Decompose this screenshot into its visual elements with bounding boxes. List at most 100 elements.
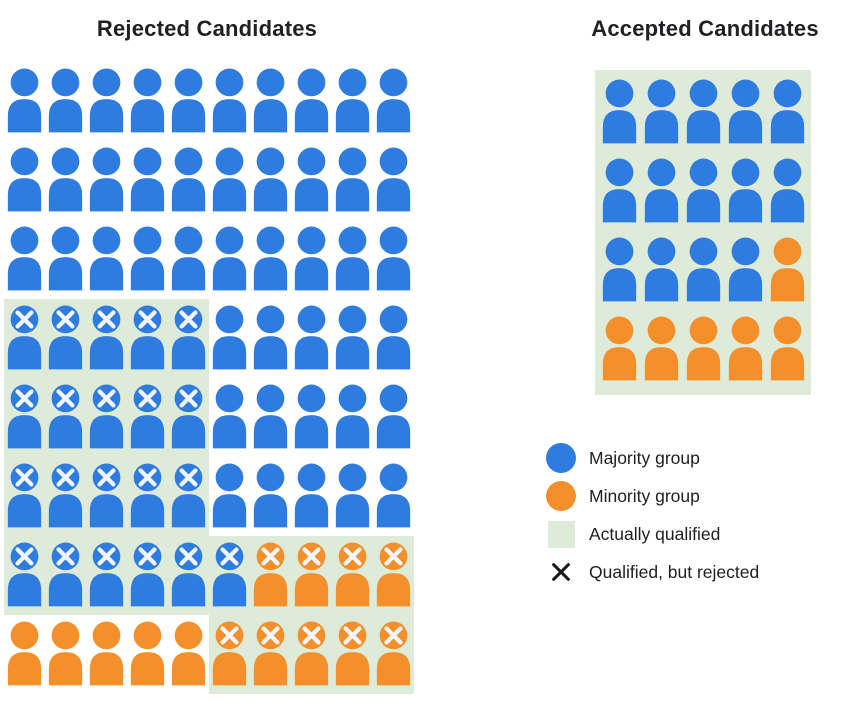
person-icon-majority (48, 542, 83, 607)
person-icon-minority (253, 621, 288, 686)
person-icon-minority (253, 542, 288, 607)
person-icon-majority (89, 384, 124, 449)
minority-person-qualified-rejected-x (209, 615, 250, 694)
x-mark-icon (15, 468, 34, 487)
x-mark-icon (220, 626, 239, 645)
majority-person (373, 299, 414, 378)
person-icon-majority (253, 384, 288, 449)
majority-person (291, 378, 332, 457)
majority-group-swatch (546, 443, 576, 473)
majority-person (209, 457, 250, 536)
majority-person-qualified (724, 152, 766, 231)
majority-person (127, 62, 168, 141)
minority-person (127, 615, 168, 694)
majority-person (373, 378, 414, 457)
majority-person (127, 220, 168, 299)
x-mark-icon (261, 547, 280, 566)
legend-label-qualified-but-rejected: Qualified, but rejected (589, 561, 760, 582)
majority-person (168, 220, 209, 299)
minority-person-qualified-rejected-x (373, 615, 414, 694)
legend-label-actually-qualified: Actually qualified (589, 523, 721, 544)
accepted-candidates-grid (595, 70, 811, 395)
majority-person (86, 141, 127, 220)
person-icon-minority (294, 542, 329, 607)
person-icon-majority (89, 542, 124, 607)
person-icon-majority (7, 147, 42, 212)
majority-person-qualified (724, 73, 766, 152)
majority-person (127, 141, 168, 220)
person-icon-majority (376, 147, 411, 212)
majority-person (373, 141, 414, 220)
majority-person (332, 62, 373, 141)
person-icon-majority (376, 463, 411, 528)
person-icon-majority (253, 305, 288, 370)
person-icon-majority (602, 158, 636, 223)
person-icon-majority (212, 542, 247, 607)
majority-person (86, 62, 127, 141)
x-mark-icon (302, 626, 321, 645)
majority-person-qualified-rejected-x (168, 299, 209, 378)
person-icon-minority (335, 621, 370, 686)
majority-person-qualified-rejected-x (4, 457, 45, 536)
majority-person (45, 62, 86, 141)
person-icon-majority (335, 463, 370, 528)
person-icon-minority (770, 316, 804, 381)
majority-person-qualified-rejected-x (168, 378, 209, 457)
x-mark-icon (261, 626, 280, 645)
person-icon-majority (335, 226, 370, 291)
majority-person (45, 220, 86, 299)
person-icon-majority (335, 384, 370, 449)
person-icon-majority (7, 226, 42, 291)
person-icon-majority (130, 305, 165, 370)
person-icon-majority (294, 305, 329, 370)
person-icon-majority (89, 226, 124, 291)
x-mark-icon (302, 547, 321, 566)
person-icon-majority (212, 226, 247, 291)
majority-person-qualified-rejected-x (127, 378, 168, 457)
x-mark-icon (138, 310, 157, 329)
person-icon-majority (130, 147, 165, 212)
person-icon-minority (212, 621, 247, 686)
x-mark-icon (179, 468, 198, 487)
person-icon-majority (253, 147, 288, 212)
majority-person-qualified (766, 152, 808, 231)
x-mark-icon (97, 468, 116, 487)
x-mark-icon (56, 468, 75, 487)
minority-person-qualified (682, 310, 724, 389)
minority-group-swatch (546, 481, 576, 511)
majority-person (250, 299, 291, 378)
x-mark-icon (97, 310, 116, 329)
person-icon-majority (48, 147, 83, 212)
majority-person (4, 62, 45, 141)
x-mark-icon (179, 310, 198, 329)
minority-person-qualified-rejected-x (291, 615, 332, 694)
x-mark-icon (343, 626, 362, 645)
majority-person-qualified-rejected-x (86, 457, 127, 536)
majority-person-qualified (640, 231, 682, 310)
legend-label-minority-group: Minority group (589, 485, 700, 506)
majority-person-qualified-rejected-x (86, 299, 127, 378)
person-icon-majority (602, 79, 636, 144)
person-icon-majority (294, 463, 329, 528)
majority-person-qualified (598, 73, 640, 152)
majority-person-qualified-rejected-x (168, 536, 209, 615)
majority-person (209, 378, 250, 457)
person-icon-majority (130, 463, 165, 528)
person-icon-majority (7, 384, 42, 449)
person-icon-majority (644, 79, 678, 144)
person-icon-majority (130, 384, 165, 449)
majority-person-qualified (682, 152, 724, 231)
person-icon-majority (770, 158, 804, 223)
x-mark-icon (97, 389, 116, 408)
majority-person (291, 62, 332, 141)
person-icon-majority (728, 237, 762, 302)
x-mark-icon (138, 547, 157, 566)
person-icon-majority (253, 68, 288, 133)
person-icon-majority (89, 463, 124, 528)
minority-person-qualified (766, 310, 808, 389)
majority-person (291, 299, 332, 378)
majority-person-qualified (640, 73, 682, 152)
person-icon-minority (602, 316, 636, 381)
majority-person (209, 62, 250, 141)
x-mark-icon (15, 310, 34, 329)
